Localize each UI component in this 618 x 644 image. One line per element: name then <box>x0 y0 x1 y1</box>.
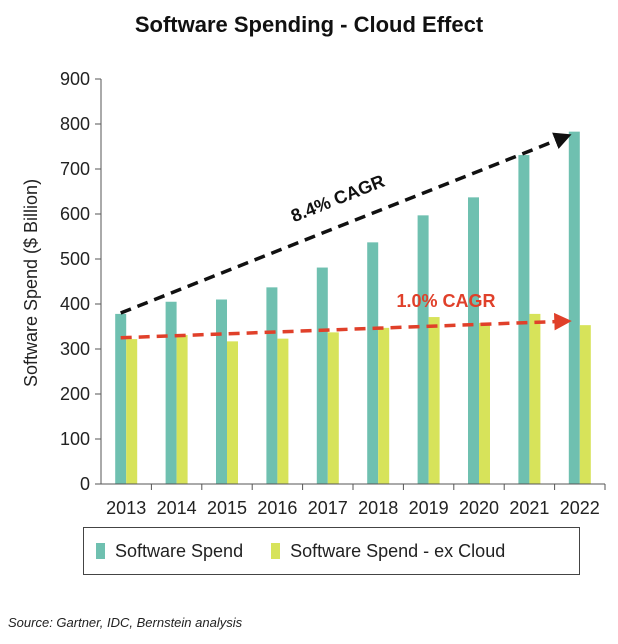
x-tick-label: 2021 <box>509 498 549 518</box>
y-tick-label: 0 <box>80 474 90 494</box>
x-tick-label: 2018 <box>358 498 398 518</box>
legend-label-software-spend-ex-cloud: Software Spend - ex Cloud <box>290 540 506 561</box>
cagr-label-1-0-cagr: 1.0% CAGR <box>396 291 495 311</box>
bar-software-spend-ex-cloud-2021 <box>529 313 541 484</box>
bar-software-spend-ex-cloud-2020 <box>479 322 490 484</box>
y-tick-label: 800 <box>60 114 90 134</box>
legend-label-software-spend: Software Spend <box>115 540 244 561</box>
y-tick-label: 600 <box>60 204 90 224</box>
bar-software-spend-ex-cloud-2016 <box>277 338 289 484</box>
bar-software-spend-ex-cloud-2015 <box>227 341 238 484</box>
y-tick-label: 900 <box>60 69 90 89</box>
legend: Software Spend Software Spend - ex Cloud <box>83 527 580 575</box>
bar-software-spend-2018 <box>367 242 379 484</box>
legend-swatch-software-spend-ex-cloud <box>271 543 281 559</box>
x-tick-label: 2015 <box>207 498 247 518</box>
bar-software-spend-ex-cloud-2017 <box>327 332 339 484</box>
bar-software-spend-ex-cloud-2018 <box>378 327 390 484</box>
bar-software-spend-2013 <box>115 313 127 484</box>
x-tick-label: 2019 <box>409 498 449 518</box>
y-tick-label: 100 <box>60 429 90 449</box>
legend-item-software-spend-ex-cloud: Software Spend - ex Cloud <box>271 541 505 562</box>
x-tick-label: 2017 <box>308 498 348 518</box>
bar-software-spend-2019 <box>417 215 429 484</box>
y-tick-label: 700 <box>60 159 90 179</box>
bar-software-spend-ex-cloud-2019 <box>428 317 440 484</box>
bar-software-spend-2014 <box>165 301 177 484</box>
cagr-arrow-8-4-cagr <box>120 132 572 315</box>
x-tick-label: 2013 <box>106 498 146 518</box>
bar-software-spend-2021 <box>518 155 530 485</box>
cagr-label-8-4-cagr: 8.4% CAGR <box>288 171 387 226</box>
y-tick-label: 300 <box>60 339 90 359</box>
y-tick-label: 400 <box>60 294 90 314</box>
x-tick-label: 2020 <box>459 498 499 518</box>
bar-software-spend-2020 <box>468 197 479 484</box>
chart-title: Software Spending - Cloud Effect <box>134 12 484 37</box>
legend-swatch-software-spend <box>96 543 105 559</box>
bar-software-spend-2017 <box>316 267 328 484</box>
cagr-arrow-1-0-cagr <box>120 312 572 340</box>
y-tick-label: 200 <box>60 384 90 404</box>
x-tick-label: 2014 <box>157 498 197 518</box>
bar-software-spend-ex-cloud-2022 <box>579 325 591 484</box>
y-axis-label: Software Spend ($ Billion) <box>21 179 41 387</box>
bar-software-spend-2015 <box>216 299 227 484</box>
y-tick-label: 500 <box>60 249 90 269</box>
bar-software-spend-2022 <box>568 131 580 484</box>
source-note: Source: Gartner, IDC, Bernstein analysis <box>8 615 243 630</box>
bar-software-spend-ex-cloud-2014 <box>176 335 188 484</box>
x-tick-label: 2016 <box>257 498 297 518</box>
legend-item-software-spend: Software Spend <box>96 541 243 562</box>
bar-software-spend-2016 <box>266 287 278 484</box>
x-tick-label: 2022 <box>560 498 600 518</box>
bar-software-spend-ex-cloud-2013 <box>126 339 138 484</box>
